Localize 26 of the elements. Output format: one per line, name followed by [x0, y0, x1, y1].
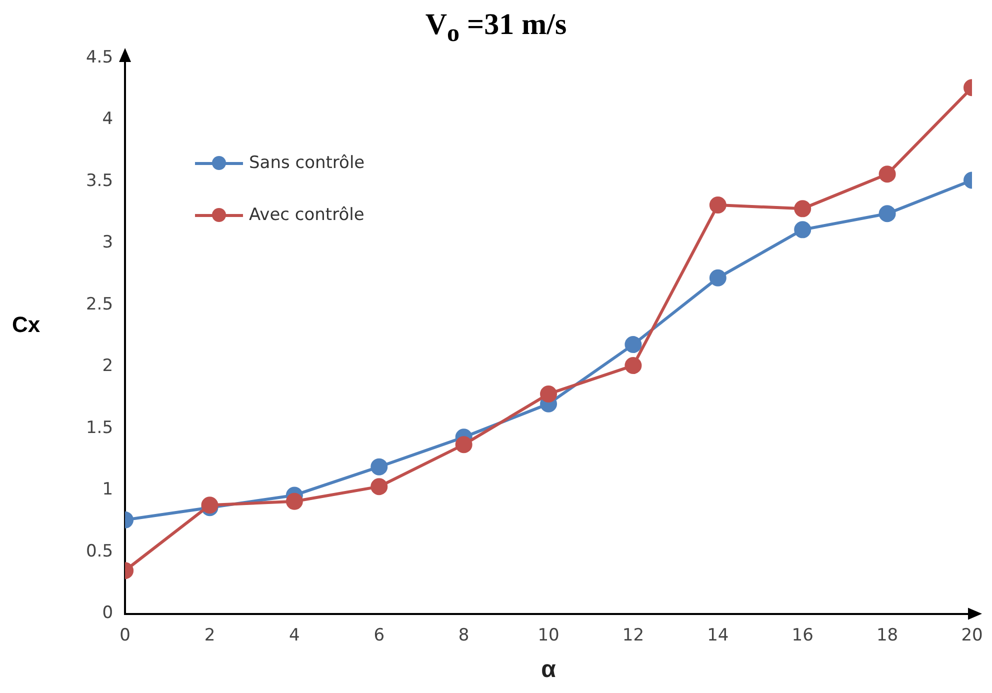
x-tick-label: 2 [204, 625, 216, 646]
x-tick-label: 4 [289, 625, 300, 646]
x-tick-label: 20 [961, 625, 983, 646]
y-tick-label: 3 [102, 232, 114, 253]
y-tick-label: 1 [102, 480, 114, 500]
x-tick-label: 10 [538, 625, 560, 646]
y-tick-label: 0.5 [86, 541, 114, 562]
x-tick-label: 0 [120, 625, 130, 646]
x-tick-label: 16 [792, 625, 814, 646]
x-tick-label: 12 [622, 625, 644, 646]
x-tick-label: 18 [876, 625, 898, 646]
x-axis-title: α [541, 656, 556, 684]
chart-title: V$_{o}$ =31 m/s [424, 8, 568, 48]
y-tick-label: 1.5 [86, 418, 114, 438]
y-tick-label: 4 [102, 109, 114, 130]
y-tick-label: 2.5 [86, 294, 114, 314]
x-tick-label: 8 [458, 625, 470, 646]
y-tick-label: 2 [102, 356, 114, 376]
legend-label: Sans contrôle [249, 153, 365, 173]
y-tick-label: 0 [102, 603, 114, 624]
x-tick-label: 6 [374, 625, 385, 646]
y-tick-label: 4.5 [86, 47, 114, 68]
x-tick-label: 14 [707, 625, 729, 646]
y-tick-label: 3.5 [86, 170, 114, 191]
y-axis-title: Cx [12, 312, 40, 338]
legend-label: Avec contrôle [249, 205, 364, 225]
